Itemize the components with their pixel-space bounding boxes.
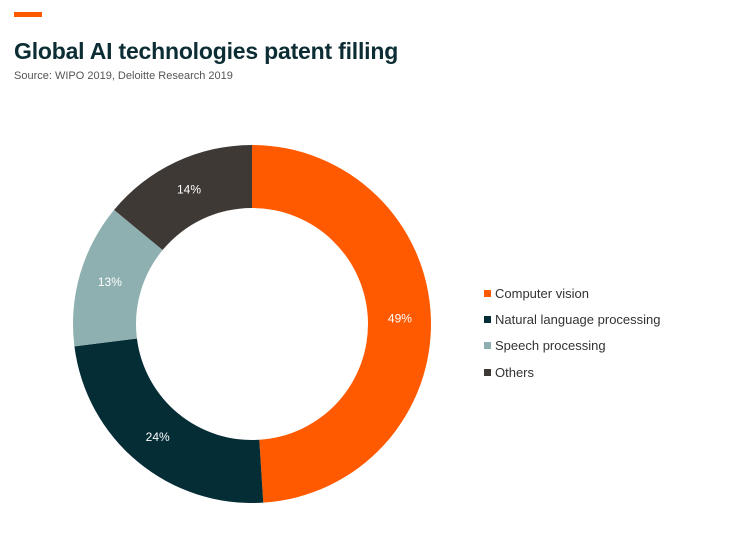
donut-slice-speech-processing	[73, 209, 163, 347]
legend: Computer vision Natural language process…	[484, 280, 661, 385]
legend-item: Others	[484, 359, 661, 385]
legend-label: Computer vision	[495, 285, 589, 301]
donut-slice-natural-language-processing	[74, 338, 264, 503]
data-label-computer-vision: 49%	[388, 312, 412, 326]
legend-label: Others	[495, 364, 535, 380]
legend-swatch	[484, 368, 491, 376]
legend-item: Natural language processing	[484, 306, 661, 332]
accent-bar	[14, 12, 42, 17]
donut-slice-computer-vision	[252, 145, 431, 503]
legend-item: Computer vision	[484, 280, 661, 306]
legend-item: Speech processing	[484, 333, 661, 359]
data-label-speech-processing: 13%	[98, 275, 122, 289]
legend-label: Speech processing	[495, 338, 606, 354]
legend-label: Natural language processing	[495, 311, 661, 327]
data-label-natural-language-processing: 24%	[146, 430, 170, 444]
legend-swatch	[484, 315, 491, 323]
data-label-others: 14%	[177, 182, 201, 196]
legend-swatch	[484, 342, 491, 350]
legend-swatch	[484, 289, 491, 297]
chart-title: Global AI technologies patent filling	[14, 38, 399, 64]
donut-slice-others	[114, 145, 253, 251]
chart-source: Source: WIPO 2019, Deloitte Research 201…	[14, 70, 233, 82]
